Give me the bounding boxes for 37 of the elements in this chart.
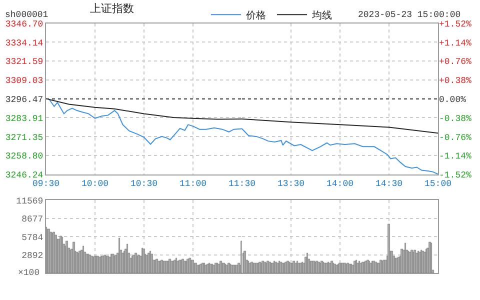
- x-tick-label: 14:00: [326, 179, 354, 190]
- y-tick-label: 8677: [22, 214, 44, 225]
- text: -0.38%: [439, 114, 472, 124]
- text: -1.52%: [439, 170, 472, 181]
- y-tick-label: 3346.70: [5, 19, 44, 30]
- y-tick-label: 3309.03: [5, 76, 44, 86]
- y-tick-label: 3296.47: [5, 94, 44, 105]
- x-tick-label: 14:30: [375, 179, 403, 190]
- y-tick-label: 5784: [22, 232, 44, 243]
- legend-label: 均线: [311, 10, 332, 22]
- text: +1.14%: [439, 38, 472, 48]
- chart-title: 上证指数: [90, 2, 134, 15]
- y-tick-label: 11569: [16, 196, 44, 206]
- x-tick-label: 10:30: [130, 179, 158, 190]
- text: -1.14%: [439, 152, 472, 162]
- y-axis-title: ×100: [18, 268, 40, 278]
- x-tick-label: 10:00: [81, 179, 109, 190]
- text: -0.76%: [439, 132, 472, 143]
- text: 0.00%: [439, 94, 466, 105]
- text: +0.38%: [439, 76, 472, 86]
- y-tick-label: 3271.35: [5, 132, 44, 143]
- x-tick-label: 09:30: [32, 179, 60, 190]
- y-tick-label: 3283.91: [5, 114, 44, 124]
- text: 2023-05-23 15:00:00: [358, 10, 461, 20]
- x-tick-label: 13:30: [277, 179, 305, 190]
- y-tick-label: 3334.14: [5, 38, 44, 48]
- text: +0.76%: [439, 57, 472, 68]
- x-tick-label: 11:00: [179, 179, 207, 190]
- x-tick-label: 11:30: [228, 179, 256, 190]
- text: sh000001: [5, 10, 48, 20]
- x-tick-label: 15:00: [424, 179, 452, 190]
- y-tick-label: 3246.24: [5, 170, 44, 181]
- text: +1.52%: [439, 19, 472, 30]
- y-tick-label: 2892: [22, 250, 44, 261]
- y-tick-label: 3258.80: [5, 152, 44, 162]
- y-tick-label: 3321.59: [5, 57, 44, 68]
- legend-label: 价格: [245, 10, 266, 22]
